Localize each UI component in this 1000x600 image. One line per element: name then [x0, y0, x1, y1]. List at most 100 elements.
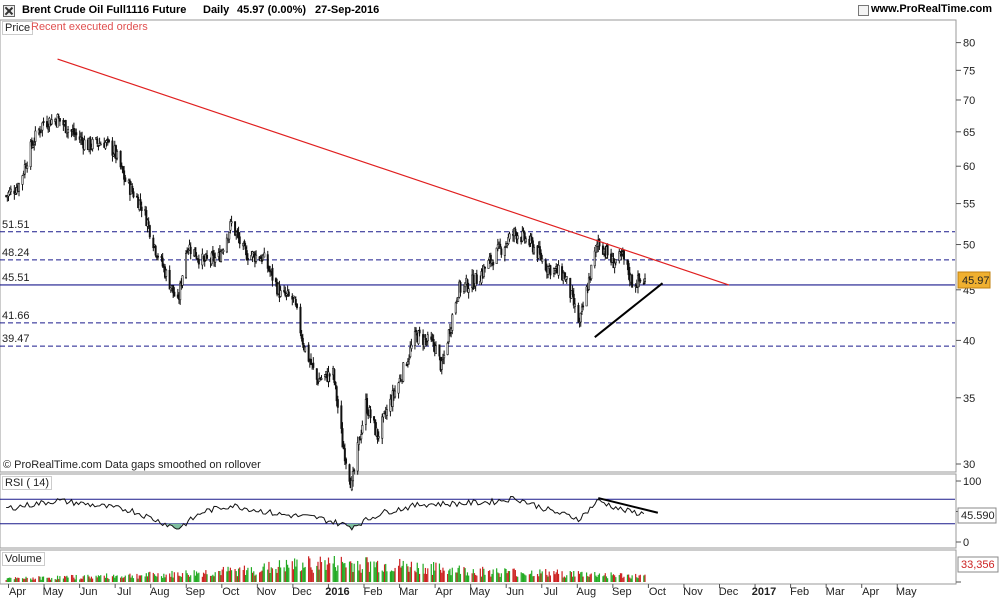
volume-bar: [531, 570, 533, 582]
candle-body: [639, 279, 642, 282]
time-axis-label: May: [896, 586, 917, 598]
volume-bar: [448, 570, 450, 582]
volume-bar: [557, 573, 560, 582]
candle-body: [147, 221, 150, 225]
volume-bar: [18, 577, 20, 582]
volume-bar: [570, 572, 573, 582]
volume-bar: [431, 574, 434, 582]
recent-orders-label[interactable]: Recent executed orders: [31, 21, 148, 33]
volume-bar: [155, 575, 157, 582]
level-label: 48.24: [2, 247, 30, 259]
candle-body: [57, 115, 60, 119]
volume-bar: [138, 575, 140, 582]
price-panel-tab[interactable]: Price: [2, 21, 34, 35]
volume-bar: [229, 567, 231, 582]
volume-panel-tab[interactable]: Volume: [2, 552, 45, 566]
volume-bar: [352, 571, 354, 582]
volume-bar: [397, 565, 400, 582]
volume-bar: [637, 578, 639, 582]
volume-bar: [121, 576, 123, 582]
volume-bar: [638, 575, 640, 582]
volume-bar: [556, 569, 558, 582]
candle-body: [454, 302, 457, 314]
volume-bar: [483, 568, 485, 582]
site-link[interactable]: www.ProRealTime.com: [871, 3, 993, 15]
volume-bar: [463, 566, 465, 582]
volume-bar: [375, 562, 377, 582]
candle-body: [67, 129, 70, 134]
volume-bar: [326, 564, 328, 582]
volume-bar: [317, 561, 319, 582]
candle-body: [499, 243, 502, 248]
candle-body: [179, 282, 182, 301]
volume-bar: [611, 575, 613, 582]
level-label: 51.51: [2, 219, 30, 231]
volume-bar: [197, 573, 199, 582]
volume-bar: [410, 561, 413, 582]
volume-bar: [291, 561, 293, 582]
volume-bar: [619, 573, 622, 582]
candle-body: [381, 416, 384, 439]
candle-body: [300, 334, 303, 339]
candle-body: [434, 345, 437, 354]
volume-bar: [303, 567, 305, 582]
minimize-icon[interactable]: [858, 5, 869, 16]
candle-body: [345, 458, 348, 464]
candle-body: [210, 252, 213, 265]
volume-bar: [46, 577, 48, 582]
volume-bar: [83, 575, 86, 582]
candle-body: [327, 371, 330, 382]
candle-body: [181, 275, 184, 286]
rsi-panel-tab[interactable]: RSI ( 14): [2, 476, 53, 490]
candle-body: [622, 249, 625, 260]
candle-body: [557, 264, 560, 276]
volume-bar: [128, 574, 130, 582]
candle-body: [613, 262, 616, 268]
candle-body: [541, 258, 544, 262]
volume-bar: [228, 570, 230, 582]
volume-bar: [573, 571, 575, 582]
candle-body: [266, 254, 269, 269]
volume-bar: [357, 560, 359, 582]
time-axis-label: 2016: [325, 586, 349, 598]
volume-bar: [546, 574, 548, 582]
candle-body: [64, 120, 67, 134]
close-icon[interactable]: [3, 5, 15, 17]
volume-bar: [172, 577, 174, 582]
volume-bar: [120, 577, 122, 582]
volume-bar: [173, 572, 175, 582]
candle-body: [14, 192, 17, 195]
candle-body: [255, 254, 258, 262]
volume-value-label: 33,356: [961, 559, 995, 571]
candle-body: [524, 238, 527, 243]
candle-body: [320, 378, 323, 380]
candle-body: [112, 154, 115, 157]
candle-body: [361, 425, 364, 434]
candle-body: [598, 239, 601, 247]
volume-bar: [250, 567, 253, 582]
volume-bar: [381, 570, 383, 582]
candle-body: [353, 469, 356, 472]
candle-body: [148, 225, 151, 238]
volume-bar: [21, 578, 24, 582]
candle-body: [106, 138, 109, 141]
volume-bar: [89, 578, 91, 582]
volume-bar: [491, 573, 493, 582]
candle-body: [590, 264, 593, 280]
volume-bar: [386, 571, 388, 582]
volume-bar: [16, 578, 18, 582]
volume-bar: [276, 572, 278, 582]
candle-body: [243, 240, 246, 247]
time-axis-label: Apr: [9, 586, 26, 598]
volume-bar: [25, 576, 27, 582]
volume-bar: [237, 568, 240, 582]
candle-body: [366, 397, 369, 414]
time-axis-label: Jun: [80, 586, 98, 598]
volume-bar: [327, 557, 330, 582]
volume-bar: [415, 572, 417, 582]
candle-body: [104, 142, 107, 149]
volume-bar: [104, 577, 107, 582]
volume-bar: [607, 578, 609, 582]
candle-body: [56, 114, 59, 128]
